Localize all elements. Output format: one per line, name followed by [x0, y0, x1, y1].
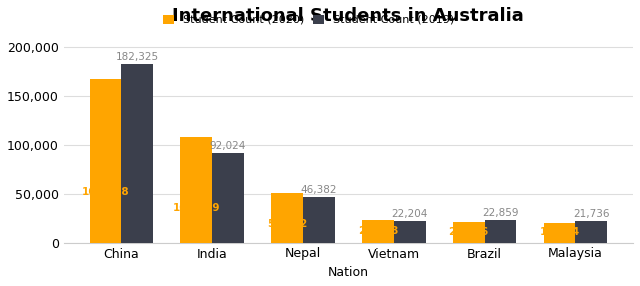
Title: International Students in Australia: International Students in Australia: [173, 7, 524, 25]
Text: 50,252: 50,252: [267, 219, 307, 229]
Bar: [122, 64, 153, 243]
Bar: [543, 223, 575, 243]
Text: 46,382: 46,382: [301, 185, 337, 195]
Legend: Student Count (2020), Student Count (2019): Student Count (2020), Student Count (201…: [158, 10, 459, 29]
X-axis label: Nation: Nation: [328, 266, 369, 279]
Bar: [90, 79, 122, 243]
Bar: [484, 220, 516, 243]
Text: 92,024: 92,024: [210, 140, 246, 150]
Bar: [394, 221, 426, 243]
Text: 22,204: 22,204: [392, 209, 428, 219]
Text: 182,325: 182,325: [116, 52, 159, 62]
Bar: [575, 221, 607, 243]
Bar: [180, 137, 212, 243]
Text: 19,564: 19,564: [540, 227, 580, 237]
Text: 22,859: 22,859: [482, 208, 519, 218]
Bar: [303, 197, 335, 243]
Text: 21,086: 21,086: [449, 227, 489, 237]
Text: 167,568: 167,568: [82, 187, 129, 197]
Text: 21,736: 21,736: [573, 209, 609, 219]
Text: 23,268: 23,268: [358, 226, 398, 236]
Bar: [362, 220, 394, 243]
Bar: [452, 222, 484, 243]
Bar: [212, 152, 244, 243]
Bar: [271, 193, 303, 243]
Text: 108,049: 108,049: [173, 203, 220, 213]
